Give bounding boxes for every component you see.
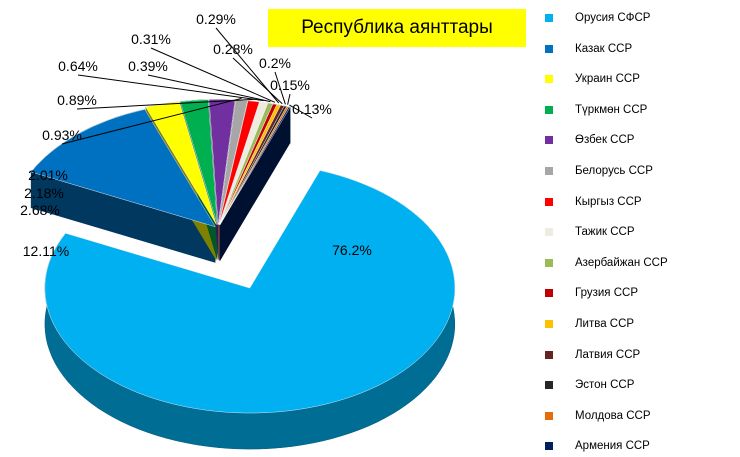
data-label-15: 0.13%: [292, 101, 332, 117]
leader-line-14: [287, 93, 291, 105]
legend-swatch-6: [545, 167, 553, 175]
legend-swatch-10: [545, 289, 553, 298]
legend-swatch-2: [545, 44, 553, 53]
leader-line-12: [232, 57, 283, 105]
leader-line-10: [150, 47, 276, 103]
data-label-11: 0.29%: [196, 11, 236, 27]
pie-slice-7: [218, 100, 260, 225]
legend-item-15: Армения ССР: [545, 437, 650, 455]
legend-item-5: Өзбек ССР: [545, 131, 634, 149]
legend-swatch-15: [545, 442, 553, 451]
legend-item-4: Түркмөн ССР: [545, 101, 647, 119]
legend-item-9: Азербайжан ССР: [545, 254, 668, 272]
data-label-10: 0.31%: [131, 31, 171, 47]
legend-label-2: Казак ССР: [575, 42, 633, 55]
leader-line-15: [289, 104, 313, 119]
legend-label-14: Молдова ССР: [575, 409, 651, 422]
chart-title: Республика аянттары: [268, 9, 526, 47]
leader-line-8: [77, 74, 264, 102]
data-label-5: 2.01%: [28, 167, 68, 183]
pie-slice-15-side: [220, 106, 291, 261]
data-label-9: 0.39%: [128, 58, 168, 74]
legend-swatch-1: [545, 14, 553, 22]
legend-label-6: Белорусь ССР: [575, 165, 653, 177]
legend-swatch-13: [545, 381, 553, 390]
data-label-4: 2.18%: [24, 185, 64, 201]
legend-label-11: Литва ССР: [575, 318, 635, 330]
data-label-12: 0.28%: [213, 41, 253, 57]
legend-item-8: Тажик ССР: [545, 223, 635, 241]
legend-item-12: Латвия ССР: [545, 346, 640, 364]
legend-item-6: Белорусь ССР: [545, 162, 653, 180]
legend-item-7: Кыргыз ССР: [545, 193, 642, 211]
data-label-3: 2.68%: [20, 202, 60, 218]
data-label-7: 0.89%: [57, 92, 97, 108]
legend-swatch-4: [545, 105, 553, 114]
legend-label-13: Эстон ССР: [575, 379, 635, 392]
data-label-13: 0.2%: [259, 55, 291, 71]
legend-item-3: Украин ССР: [545, 70, 640, 88]
data-label-14: 0.15%: [270, 77, 310, 93]
data-label-1: 76.2%: [332, 242, 372, 258]
legend-label-9: Азербайжан ССР: [575, 256, 668, 269]
legend-swatch-5: [545, 136, 553, 145]
legend-swatch-14: [545, 411, 553, 420]
data-label-6: 0.93%: [42, 127, 82, 143]
legend-item-2: Казак ССР: [545, 40, 632, 58]
legend-swatch-11: [545, 320, 553, 328]
legend-label-3: Украин ССР: [575, 73, 640, 86]
leader-line-6: [61, 97, 242, 145]
legend-item-11: Литва ССР: [545, 315, 634, 333]
leader-line-9: [147, 74, 271, 103]
legend-swatch-3: [545, 75, 553, 84]
legend-label-7: Кыргыз ССР: [575, 195, 642, 208]
legend-label-5: Өзбек ССР: [575, 134, 635, 147]
pie-slice-15: [219, 106, 291, 225]
legend-label-8: Тажик ССР: [575, 226, 635, 239]
pie-slice-4: [179, 99, 218, 225]
legend-label-4: Түркмөн ССР: [575, 103, 648, 116]
pie-slice-1: [44, 170, 456, 414]
data-label-8: 0.64%: [58, 58, 98, 74]
legend-item-14: Молдова ССР: [545, 407, 651, 425]
legend-swatch-12: [545, 350, 553, 359]
legend-label-1: Орусия СФСР: [575, 12, 651, 24]
pie-slice-2: [30, 109, 216, 228]
legend-item-1: Орусия СФСР: [545, 9, 650, 27]
legend-swatch-9: [545, 258, 553, 267]
pie-slice-8: [219, 101, 268, 225]
legend-swatch-7: [545, 197, 553, 206]
legend-swatch-8: [545, 228, 553, 237]
legend-item-13: Эстон ССР: [545, 376, 634, 394]
leader-line-7: [76, 98, 254, 110]
legend-item-10: Грузия ССР: [545, 284, 638, 302]
leader-line-13: [274, 71, 286, 105]
legend-label-12: Латвия ССР: [575, 348, 641, 361]
legend-label-10: Грузия ССР: [575, 287, 638, 300]
legend-label-15: Армения ССР: [575, 440, 650, 453]
data-label-2: 12.11%: [23, 243, 69, 259]
